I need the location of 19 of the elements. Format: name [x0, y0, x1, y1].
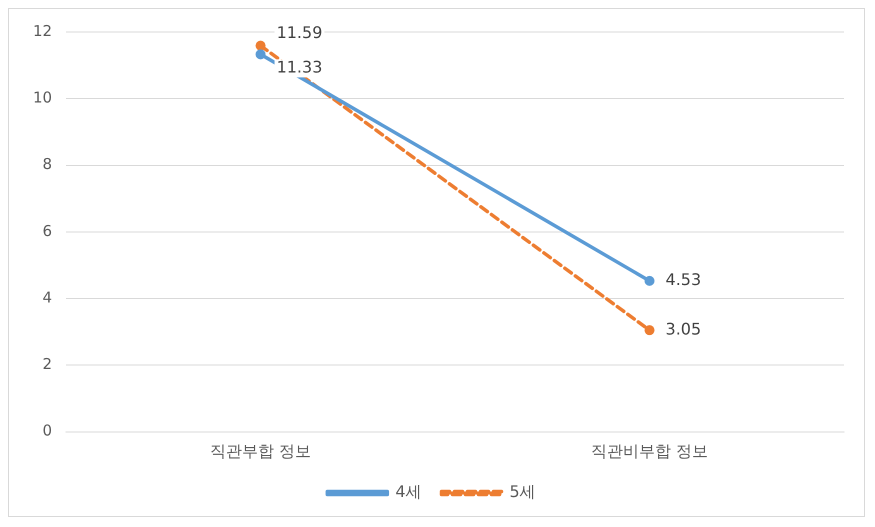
x-tick-label: 직관부합 정보: [210, 442, 312, 461]
data-label: 3.05: [666, 319, 702, 338]
y-tick-label: 4: [42, 288, 52, 306]
legend-label: 5세: [510, 482, 536, 502]
y-tick-label: 10: [32, 88, 52, 107]
y-tick-label: 6: [42, 222, 52, 240]
y-tick-label: 0: [42, 422, 52, 440]
y-tick-label: 2: [42, 355, 52, 374]
y-tick-label: 8: [42, 155, 52, 174]
point: [644, 325, 655, 336]
data-label: 11.33: [276, 57, 322, 76]
legend-label: 4세: [395, 482, 422, 502]
point: [256, 49, 266, 60]
data-label: 11.59: [276, 22, 322, 42]
point: [256, 40, 266, 51]
y-tick-label: 12: [32, 22, 52, 40]
data-label: 4.53: [666, 270, 702, 290]
x-tick-label: 직관비부합 정보: [590, 442, 708, 461]
point: [644, 276, 655, 286]
